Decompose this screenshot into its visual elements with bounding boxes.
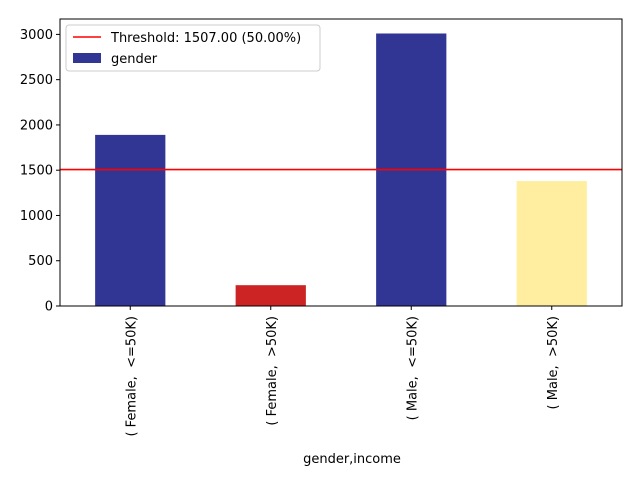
legend: Threshold: 1507.00 (50.00%) gender bbox=[65, 24, 321, 72]
bar-2 bbox=[235, 285, 306, 306]
y-tick-label: 2500 bbox=[20, 73, 53, 88]
bar-1 bbox=[95, 134, 166, 306]
x-axis: ( Female, <=50K) ( Female, >50K) ( Male, <… bbox=[124, 306, 561, 437]
legend-box bbox=[65, 24, 321, 72]
y-tick-label: 3000 bbox=[20, 28, 53, 43]
x-axis-title: gender,income bbox=[303, 452, 401, 467]
y-tick-label: 1500 bbox=[20, 164, 53, 179]
x-tick-label: ( Male, >50K) bbox=[546, 316, 561, 409]
x-tick-label: ( Female, >50K) bbox=[265, 316, 280, 426]
x-tick-label: ( Male, <=50K) bbox=[405, 316, 420, 420]
y-tick-label: 500 bbox=[28, 254, 53, 269]
legend-series-label: gender bbox=[111, 52, 158, 67]
y-tick-label: 1000 bbox=[20, 209, 53, 224]
x-tick-label: ( Female, <=50K) bbox=[124, 316, 139, 437]
bar-4 bbox=[516, 181, 587, 306]
y-tick-label: 0 bbox=[45, 300, 53, 315]
legend-threshold-label: Threshold: 1507.00 (50.00%) bbox=[110, 31, 301, 46]
plot-frame bbox=[59, 18, 623, 307]
legend-series-swatch bbox=[73, 53, 101, 63]
axes-border bbox=[59, 18, 623, 307]
y-tick-label: 2000 bbox=[20, 118, 53, 133]
y-axis: 0 500 1000 1500 2000 2500 3000 bbox=[20, 28, 60, 315]
